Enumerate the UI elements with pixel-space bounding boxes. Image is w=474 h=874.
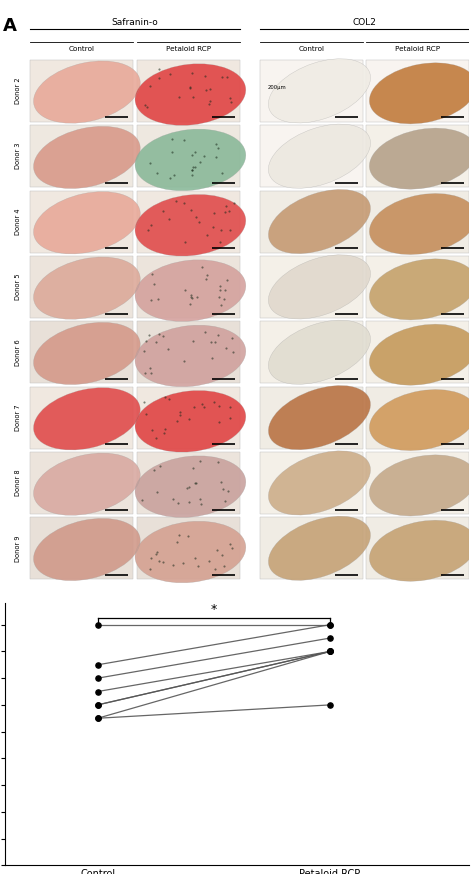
Text: COL2: COL2 bbox=[353, 17, 376, 26]
Point bbox=[94, 711, 101, 725]
Ellipse shape bbox=[135, 129, 246, 191]
Text: Petaloid RCP: Petaloid RCP bbox=[395, 46, 440, 52]
Bar bbox=[366, 191, 469, 253]
Point bbox=[326, 644, 334, 658]
Text: Control: Control bbox=[298, 46, 324, 52]
Point bbox=[94, 684, 101, 698]
Text: Donor 6: Donor 6 bbox=[15, 339, 20, 365]
Bar bbox=[137, 59, 240, 121]
Point bbox=[94, 698, 101, 712]
Ellipse shape bbox=[268, 385, 371, 450]
Point bbox=[94, 711, 101, 725]
Ellipse shape bbox=[135, 260, 246, 322]
Ellipse shape bbox=[34, 257, 140, 319]
Bar bbox=[260, 256, 363, 318]
Bar bbox=[137, 452, 240, 514]
Ellipse shape bbox=[268, 517, 371, 580]
Bar bbox=[366, 125, 469, 187]
Ellipse shape bbox=[34, 388, 140, 450]
Bar bbox=[260, 191, 363, 253]
Bar bbox=[260, 452, 363, 514]
Bar bbox=[30, 256, 133, 318]
Ellipse shape bbox=[369, 63, 474, 124]
Bar bbox=[30, 452, 133, 514]
Ellipse shape bbox=[34, 323, 140, 385]
Point bbox=[326, 631, 334, 645]
Text: Donor 4: Donor 4 bbox=[15, 208, 20, 235]
Point bbox=[326, 618, 334, 632]
Bar bbox=[30, 191, 133, 253]
Bar bbox=[366, 322, 469, 383]
Bar bbox=[260, 125, 363, 187]
Point bbox=[94, 698, 101, 712]
Bar bbox=[137, 125, 240, 187]
Ellipse shape bbox=[135, 391, 246, 452]
Ellipse shape bbox=[268, 451, 371, 515]
Text: Donor 8: Donor 8 bbox=[15, 469, 20, 496]
Bar bbox=[137, 256, 240, 318]
Ellipse shape bbox=[369, 520, 474, 581]
Ellipse shape bbox=[135, 456, 246, 517]
Text: Petaloid RCP: Petaloid RCP bbox=[166, 46, 211, 52]
Bar bbox=[260, 59, 363, 121]
Text: Donor 3: Donor 3 bbox=[15, 143, 20, 170]
Point bbox=[326, 644, 334, 658]
Text: 200μm: 200μm bbox=[268, 86, 287, 90]
Point bbox=[326, 618, 334, 632]
Bar bbox=[260, 322, 363, 383]
Ellipse shape bbox=[135, 325, 246, 387]
Bar bbox=[366, 517, 469, 579]
Ellipse shape bbox=[268, 124, 371, 188]
Ellipse shape bbox=[34, 518, 140, 580]
Ellipse shape bbox=[135, 64, 246, 125]
Ellipse shape bbox=[34, 126, 140, 189]
Bar bbox=[30, 322, 133, 383]
Ellipse shape bbox=[268, 320, 371, 385]
Ellipse shape bbox=[369, 454, 474, 516]
Ellipse shape bbox=[135, 521, 246, 583]
Point bbox=[94, 671, 101, 685]
Bar bbox=[260, 386, 363, 448]
Point bbox=[94, 618, 101, 632]
Bar bbox=[137, 517, 240, 579]
Text: Donor 2: Donor 2 bbox=[15, 78, 20, 104]
Ellipse shape bbox=[34, 191, 140, 254]
Ellipse shape bbox=[369, 193, 474, 254]
Text: Donor 9: Donor 9 bbox=[15, 535, 20, 562]
Ellipse shape bbox=[268, 190, 371, 253]
Bar bbox=[30, 125, 133, 187]
Ellipse shape bbox=[369, 390, 474, 451]
Text: Safranin-o: Safranin-o bbox=[112, 17, 158, 26]
Bar bbox=[30, 59, 133, 121]
Bar bbox=[366, 452, 469, 514]
Text: *: * bbox=[210, 603, 217, 616]
Point bbox=[94, 658, 101, 672]
Ellipse shape bbox=[369, 259, 474, 320]
Ellipse shape bbox=[135, 194, 246, 256]
Text: Donor 5: Donor 5 bbox=[15, 274, 20, 300]
Bar bbox=[137, 386, 240, 448]
Bar bbox=[30, 517, 133, 579]
Ellipse shape bbox=[369, 128, 474, 190]
Bar bbox=[260, 517, 363, 579]
Bar bbox=[366, 59, 469, 121]
Bar bbox=[30, 386, 133, 448]
Point bbox=[326, 644, 334, 658]
Bar bbox=[137, 191, 240, 253]
Point bbox=[326, 644, 334, 658]
Ellipse shape bbox=[369, 324, 474, 385]
Bar bbox=[137, 322, 240, 383]
Bar bbox=[366, 256, 469, 318]
Ellipse shape bbox=[34, 61, 140, 123]
Ellipse shape bbox=[268, 59, 371, 123]
Point bbox=[326, 698, 334, 712]
Text: A: A bbox=[2, 17, 16, 36]
Ellipse shape bbox=[268, 255, 371, 319]
Bar bbox=[366, 386, 469, 448]
Ellipse shape bbox=[34, 453, 140, 516]
Text: Control: Control bbox=[69, 46, 95, 52]
Text: Donor 7: Donor 7 bbox=[15, 405, 20, 431]
